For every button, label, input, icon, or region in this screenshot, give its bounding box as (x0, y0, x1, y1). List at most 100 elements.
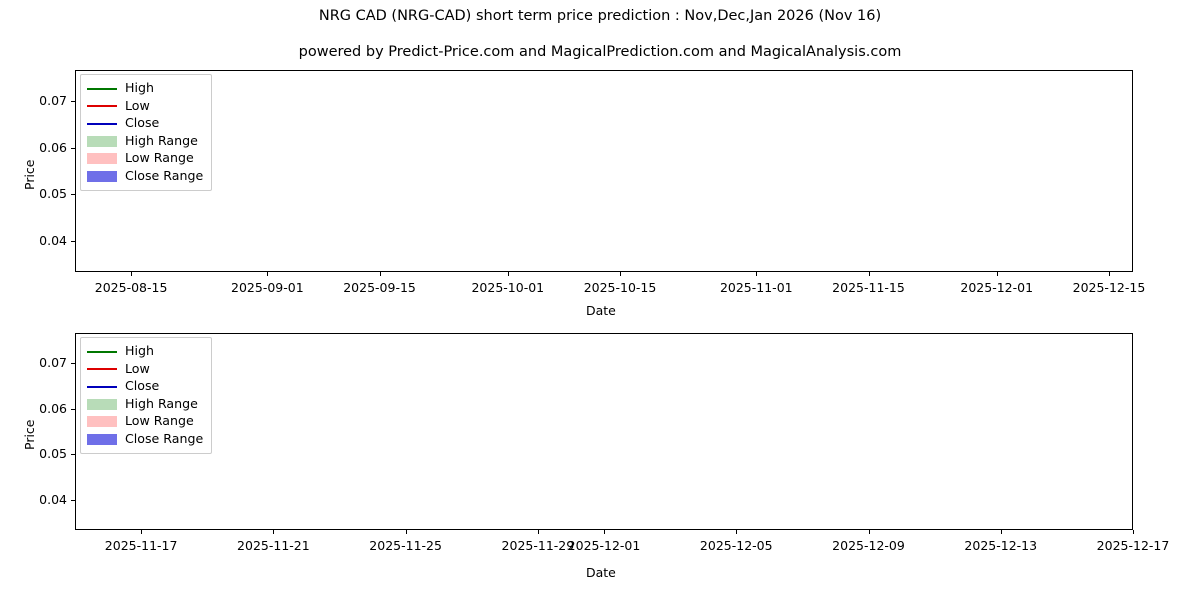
y-axis-tick-label: 0.06 (39, 400, 67, 416)
y-axis-tick-label: 0.05 (39, 186, 67, 202)
top-plot-frame (75, 70, 1133, 272)
legend-patch-swatch-icon (87, 170, 117, 182)
x-axis-tick-mark (868, 530, 870, 534)
legend-label: High Range (125, 132, 198, 148)
legend-label: Low Range (125, 150, 194, 166)
x-axis-tick-label: 2025-11-15 (832, 280, 905, 295)
y-axis-tick-mark (71, 362, 75, 364)
x-axis-tick-label: 2025-12-09 (832, 538, 905, 553)
x-axis-tick-label: 2025-09-15 (343, 280, 416, 295)
x-axis-tick-mark (405, 530, 407, 534)
legend-label: Close Range (125, 167, 204, 183)
legend-item-high-range: High Range (87, 396, 203, 414)
legend-line-swatch-icon (87, 385, 117, 388)
x-axis-tick-label: 2025-12-17 (1096, 538, 1170, 553)
x-axis-tick-mark (996, 272, 998, 276)
x-axis-tick-mark (1133, 530, 1134, 534)
legend-label: Low (125, 360, 150, 376)
x-axis-tick-label: 2025-12-01 (567, 538, 641, 553)
legend-label: Close (125, 378, 160, 394)
legend-item-high-range: High Range (87, 133, 203, 151)
legend-line-swatch-icon (87, 350, 117, 353)
top-chart-panel: Predict-Price.comPredict-Price.comPredic… (75, 70, 1133, 272)
y-axis-tick-mark (71, 408, 75, 410)
y-axis-tick-mark (71, 100, 75, 102)
legend-item-low-range: Low Range (87, 150, 203, 168)
legend-item-high: High (87, 343, 203, 361)
x-axis-tick-label: 2025-09-01 (231, 280, 304, 295)
bottom-plot-frame (75, 333, 1133, 530)
x-axis-tick-mark (507, 272, 509, 276)
x-axis-tick-mark (1108, 272, 1110, 276)
legend-line-swatch-icon (87, 122, 117, 125)
x-axis-tick-mark (756, 272, 758, 276)
y-axis-tick-mark (71, 147, 75, 149)
top-legend: High Low Close High Range Low Range Close Ran… (80, 74, 213, 191)
legend-patch-swatch-icon (87, 153, 117, 165)
x-axis-tick-label: 2025-11-21 (237, 538, 310, 553)
x-axis-tick-label: 2025-12-01 (960, 280, 1034, 295)
x-axis-tick-mark (131, 272, 133, 276)
bottom-y-axis-label: Price (22, 419, 37, 451)
legend-label: Low (125, 97, 150, 113)
x-axis-tick-mark (604, 530, 605, 534)
legend-line-swatch-icon (87, 105, 117, 108)
page-title: NRG CAD (NRG-CAD) short term price predi… (318, 8, 882, 24)
legend-item-close-range: Close Range (87, 168, 203, 186)
legend-item-close-range: Close Range (87, 431, 203, 449)
legend-item-close: Close (87, 378, 203, 396)
legend-item-low-range: Low Range (87, 413, 203, 431)
y-axis-tick-label: 0.05 (39, 446, 67, 462)
legend-patch-swatch-icon (87, 135, 117, 147)
bottom-x-axis-label: Date (586, 565, 616, 580)
x-axis-tick-label: 2025-12-15 (1072, 280, 1146, 295)
x-axis-tick-label: 2025-10-01 (471, 280, 545, 295)
x-axis-tick-mark (1000, 530, 1002, 534)
legend-line-swatch-icon (87, 368, 117, 371)
top-x-axis-label: Date (586, 303, 616, 318)
legend-item-high: High (87, 80, 203, 98)
x-axis-tick-mark (141, 530, 143, 534)
x-axis-tick-mark (267, 272, 269, 276)
x-axis-tick-mark (868, 272, 870, 276)
bottom-chart-panel: Predict-Price.comPredict-Price.com (75, 333, 1133, 530)
x-axis-tick-label: 2025-11-25 (369, 538, 442, 553)
x-axis-tick-mark (620, 272, 622, 276)
y-axis-tick-label: 0.07 (39, 354, 67, 370)
legend-patch-swatch-icon (87, 416, 117, 428)
x-axis-tick-mark (379, 272, 381, 276)
x-axis-tick-label: 2025-08-15 (94, 280, 168, 295)
legend-label: High (125, 80, 154, 96)
x-axis-tick-label: 2025-10-15 (583, 280, 657, 295)
y-axis-tick-label: 0.04 (39, 492, 67, 508)
legend-label: Low Range (125, 413, 194, 429)
legend-patch-swatch-icon (87, 433, 117, 445)
y-axis-tick-label: 0.06 (39, 139, 67, 155)
x-axis-tick-mark (273, 530, 275, 534)
x-axis-tick-mark (537, 530, 539, 534)
x-axis-tick-mark (736, 530, 738, 534)
x-axis-tick-label: 2025-12-13 (964, 538, 1038, 553)
legend-label: High Range (125, 395, 198, 411)
top-y-axis-label: Price (22, 159, 37, 191)
page-subtitle: powered by Predict-Price.com and Magical… (298, 44, 902, 60)
legend-patch-swatch-icon (87, 398, 117, 410)
y-axis-tick-mark (71, 500, 75, 502)
x-axis-tick-label: 2025-11-01 (719, 280, 793, 295)
legend-label: Close (125, 115, 160, 131)
bottom-legend: High Low Close High Range Low Range Close Ran… (80, 337, 213, 454)
y-axis-tick-mark (71, 454, 75, 456)
x-axis-tick-label: 2025-11-17 (104, 538, 178, 553)
legend-item-close: Close (87, 115, 203, 133)
legend-item-low: Low (87, 361, 203, 379)
legend-label: Close Range (125, 430, 204, 446)
y-axis-tick-mark (71, 241, 75, 243)
legend-line-swatch-icon (87, 87, 117, 90)
y-axis-tick-mark (71, 194, 75, 196)
x-axis-tick-label: 2025-12-05 (699, 538, 773, 553)
y-axis-tick-label: 0.04 (39, 233, 67, 249)
legend-label: High (125, 343, 154, 359)
legend-item-low: Low (87, 98, 203, 116)
y-axis-tick-label: 0.07 (39, 92, 67, 108)
x-axis-tick-label: 2025-11-29 (501, 538, 575, 553)
